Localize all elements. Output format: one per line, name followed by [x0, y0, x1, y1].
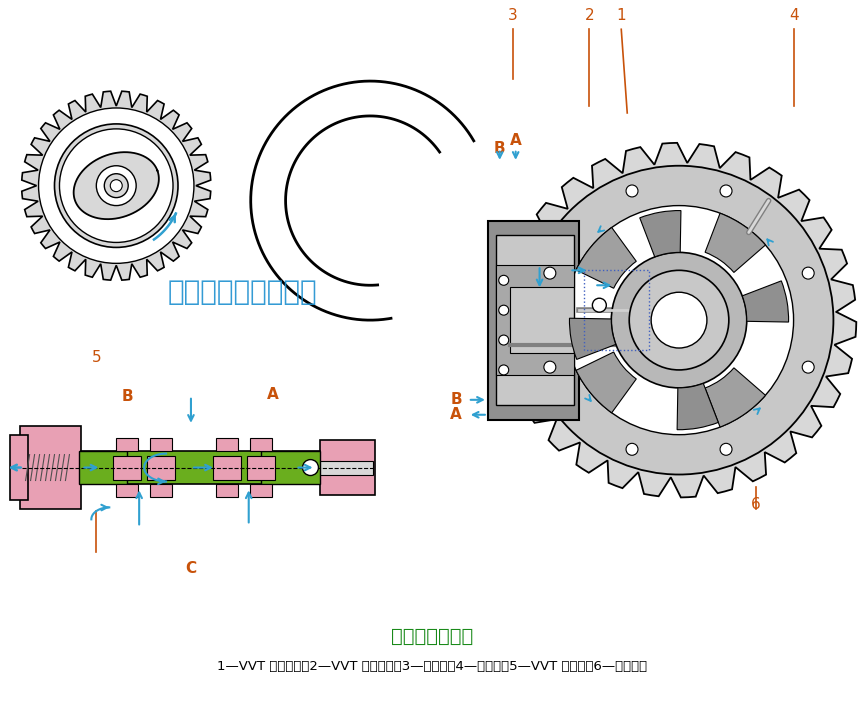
Text: 5: 5 — [92, 350, 101, 365]
Bar — [20, 426, 81, 509]
Circle shape — [626, 185, 638, 197]
Text: 2: 2 — [585, 8, 594, 23]
Bar — [151, 484, 172, 498]
Circle shape — [651, 292, 707, 348]
Bar — [113, 455, 141, 479]
Wedge shape — [640, 211, 681, 257]
Wedge shape — [705, 214, 766, 272]
Circle shape — [499, 275, 509, 285]
Text: B: B — [494, 141, 505, 156]
Circle shape — [544, 361, 556, 373]
Polygon shape — [496, 265, 574, 375]
Wedge shape — [677, 383, 718, 430]
Bar — [116, 484, 138, 498]
Text: 3: 3 — [508, 8, 517, 23]
Polygon shape — [502, 143, 856, 498]
Text: 汽车维修技术与知识: 汽车维修技术与知识 — [168, 279, 317, 306]
Bar — [250, 438, 272, 450]
Circle shape — [720, 443, 732, 455]
Circle shape — [565, 206, 793, 435]
Bar — [216, 438, 238, 450]
Bar — [80, 450, 127, 484]
Wedge shape — [705, 368, 766, 427]
Text: 1: 1 — [617, 8, 626, 23]
Circle shape — [499, 365, 509, 375]
Text: 4: 4 — [789, 8, 798, 23]
Bar — [250, 484, 272, 498]
Circle shape — [499, 335, 509, 345]
Circle shape — [96, 165, 136, 206]
Bar — [81, 450, 320, 484]
Circle shape — [629, 270, 729, 370]
Text: A: A — [266, 387, 279, 402]
Circle shape — [612, 252, 746, 388]
Polygon shape — [22, 91, 211, 280]
Circle shape — [544, 267, 556, 279]
Bar — [247, 455, 274, 479]
Text: 6: 6 — [751, 497, 760, 512]
Wedge shape — [576, 352, 637, 413]
Circle shape — [802, 267, 814, 279]
Text: A: A — [450, 407, 462, 422]
Polygon shape — [74, 152, 159, 219]
Text: C: C — [185, 561, 196, 576]
Text: B: B — [451, 392, 462, 407]
Circle shape — [303, 460, 318, 476]
Bar — [318, 460, 373, 474]
Bar — [10, 435, 28, 501]
Bar — [116, 438, 138, 450]
Bar — [320, 440, 375, 496]
Circle shape — [626, 443, 638, 455]
Polygon shape — [496, 235, 574, 405]
Wedge shape — [742, 281, 789, 322]
Circle shape — [60, 129, 173, 243]
Circle shape — [499, 305, 509, 315]
Text: 1—VVT 链轮定子；2—VVT 链轮转子；3—凸轮轴；4—锁止销；5—VVT 电磁阀；6—转子叶片: 1—VVT 链轮定子；2—VVT 链轮转子；3—凸轮轴；4—锁止销；5—VVT … — [217, 660, 647, 673]
Text: B: B — [121, 390, 133, 404]
Bar — [151, 438, 172, 450]
Wedge shape — [576, 228, 637, 288]
Text: 凸轮轴延迟控制: 凸轮轴延迟控制 — [391, 627, 473, 646]
Bar — [260, 450, 320, 484]
Circle shape — [110, 180, 122, 192]
Text: A: A — [509, 134, 522, 148]
Bar — [216, 484, 238, 498]
Circle shape — [39, 108, 194, 263]
Circle shape — [720, 185, 732, 197]
Circle shape — [525, 165, 833, 474]
Bar — [213, 455, 240, 479]
Circle shape — [54, 124, 178, 247]
Circle shape — [593, 298, 606, 312]
Wedge shape — [569, 318, 616, 359]
Bar — [147, 455, 175, 479]
Circle shape — [802, 361, 814, 373]
Circle shape — [105, 174, 128, 198]
Polygon shape — [488, 221, 580, 420]
